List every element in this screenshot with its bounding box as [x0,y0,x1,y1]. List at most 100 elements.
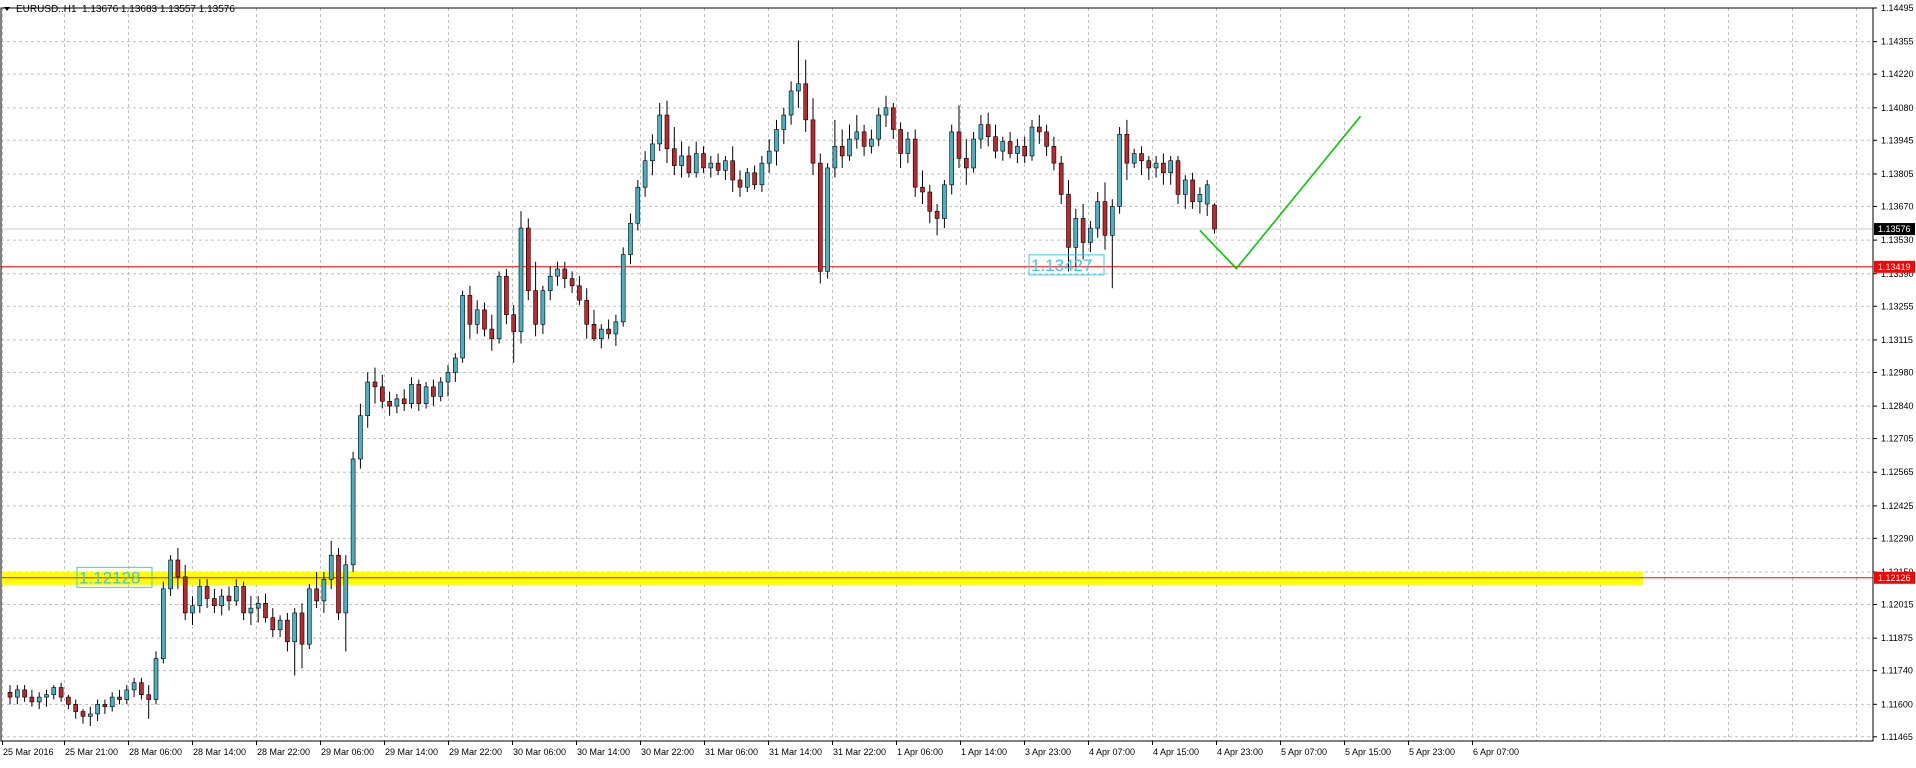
candle[interactable] [146,685,151,719]
candle[interactable] [1037,115,1042,144]
candle[interactable] [781,107,787,144]
candle[interactable] [182,564,188,621]
candle[interactable] [1015,139,1020,164]
candle[interactable] [1095,192,1100,238]
candle[interactable] [372,367,378,404]
candle[interactable] [752,165,757,190]
candle[interactable] [1073,208,1079,267]
candle[interactable] [285,612,290,652]
candle[interactable] [336,547,341,621]
candle[interactable] [963,139,969,185]
candle[interactable] [401,389,407,411]
candle[interactable] [219,588,224,616]
candle[interactable] [124,685,130,705]
candle[interactable] [387,391,392,416]
candle[interactable] [803,59,809,132]
candle[interactable] [1088,220,1093,253]
candle[interactable] [416,379,422,411]
candle[interactable] [620,247,626,327]
candle[interactable] [606,319,611,339]
candle[interactable] [890,103,896,140]
candle[interactable] [277,615,283,637]
candle[interactable] [1044,124,1049,156]
candle[interactable] [905,131,911,164]
candle[interactable] [394,394,400,414]
candle[interactable] [1131,148,1137,168]
candle[interactable] [445,365,451,397]
candle[interactable] [1124,119,1130,180]
candle[interactable] [343,555,349,652]
candle[interactable] [993,124,998,159]
candle[interactable] [66,694,71,710]
candle[interactable] [817,153,823,284]
candle[interactable] [715,153,721,176]
candle[interactable] [912,129,918,197]
candle[interactable] [212,588,217,613]
candle-layer[interactable] [7,40,1217,726]
candle[interactable] [1051,136,1057,171]
candle[interactable] [569,271,575,294]
candle[interactable] [1022,136,1028,164]
candle[interactable] [58,682,64,702]
candle[interactable] [153,651,159,705]
candle[interactable] [577,276,582,306]
candle[interactable] [920,170,925,205]
candle[interactable] [934,204,940,236]
candle[interactable] [628,213,633,265]
candle[interactable] [555,261,560,286]
candle[interactable] [708,155,714,178]
candle[interactable] [51,685,57,700]
candle[interactable] [693,141,699,178]
candle[interactable] [73,699,78,719]
candle[interactable] [175,547,181,589]
candle[interactable] [496,271,502,344]
candle[interactable] [482,302,487,337]
candle[interactable] [109,692,115,712]
candle[interactable] [1029,119,1035,161]
candle[interactable] [796,40,801,108]
candle[interactable] [759,155,765,193]
candle[interactable] [1197,187,1203,214]
candle[interactable] [825,163,830,279]
candle[interactable] [321,572,327,613]
candle[interactable] [168,555,173,597]
candle[interactable] [1080,204,1086,260]
candle[interactable] [234,579,239,606]
candle[interactable] [204,579,210,609]
candle[interactable] [197,579,203,613]
candle[interactable] [190,596,195,625]
candle[interactable] [248,596,254,625]
candle[interactable] [44,689,49,707]
candle[interactable] [131,677,137,698]
candle[interactable] [737,170,743,197]
candle[interactable] [7,685,13,705]
candle[interactable] [883,95,889,128]
candle[interactable] [452,353,458,383]
candle[interactable] [460,290,465,363]
candle[interactable] [525,218,531,301]
candle[interactable] [1139,146,1144,176]
candle[interactable] [642,151,648,197]
candle[interactable] [839,129,845,168]
candle[interactable] [584,288,590,339]
candle[interactable] [241,581,246,621]
candle[interactable] [255,596,261,623]
candle[interactable] [723,155,728,180]
candle[interactable] [1175,155,1181,205]
candle[interactable] [978,115,984,149]
candle[interactable] [299,603,305,669]
candle[interactable] [518,211,524,344]
candle[interactable] [328,540,334,589]
candle[interactable] [1183,175,1188,209]
triangle-down-icon[interactable] [4,7,10,11]
candle[interactable] [1000,136,1006,161]
candle[interactable] [547,266,553,301]
candle[interactable] [88,706,93,726]
candle[interactable] [431,379,436,407]
candle[interactable] [139,677,144,700]
candle[interactable] [350,451,356,573]
candle[interactable] [1168,155,1173,185]
candle[interactable] [788,81,794,125]
candle[interactable] [942,179,947,229]
candle[interactable] [686,146,692,178]
